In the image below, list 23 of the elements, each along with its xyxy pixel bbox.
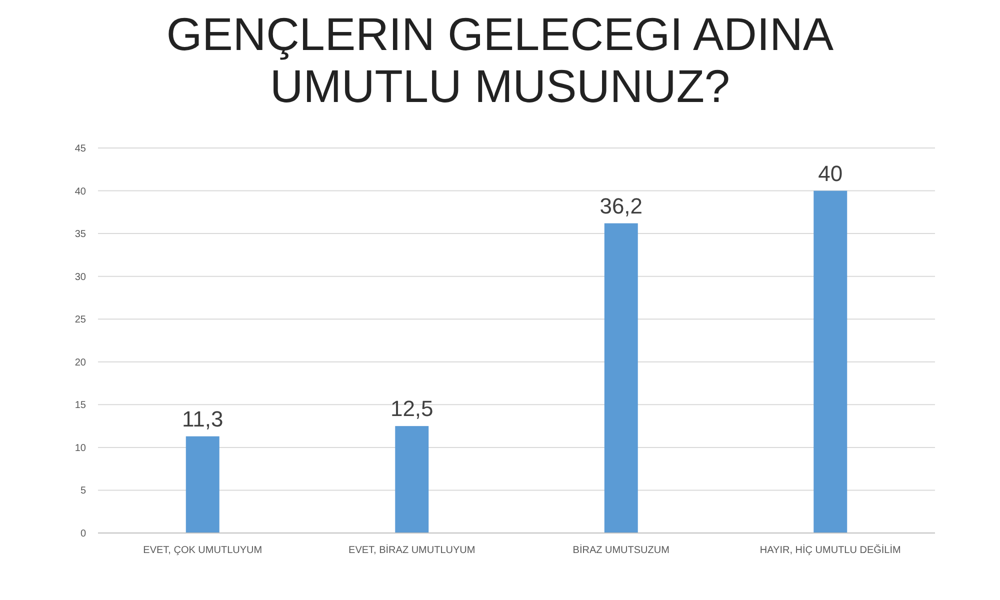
x-tick-label: EVET, ÇOK UMUTLUYUM (143, 545, 262, 556)
y-tick-label: 0 (80, 528, 86, 540)
y-tick-label: 30 (74, 272, 86, 283)
x-tick-label: HAYIR, HİÇ UMUTLU DEĞİLİM (760, 544, 901, 556)
y-tick-label: 20 (74, 357, 86, 368)
bar (604, 223, 638, 533)
bar (395, 426, 429, 533)
y-tick-label: 25 (74, 314, 86, 326)
data-label: 36,2 (600, 193, 643, 218)
bar (186, 436, 220, 533)
y-tick-label: 40 (74, 186, 86, 198)
data-label: 12,5 (390, 396, 434, 422)
y-tick-label: 15 (74, 400, 86, 412)
y-tick-label: 45 (74, 144, 86, 154)
chart-title: GENÇLERIN GELECEGI ADINA UMUTLU MUSUNUZ? (166, 8, 834, 112)
x-tick-label: EVET, BİRAZ UMUTLUYUM (348, 544, 476, 556)
y-tick-label: 10 (74, 442, 86, 454)
bar (814, 190, 848, 533)
x-tick-label: BİRAZ UMUTSUZUM (572, 544, 670, 556)
y-tick-label: 35 (74, 229, 86, 240)
y-tick-label: 5 (80, 486, 86, 497)
data-label: 11,3 (182, 406, 224, 432)
data-label: 40 (818, 160, 843, 186)
